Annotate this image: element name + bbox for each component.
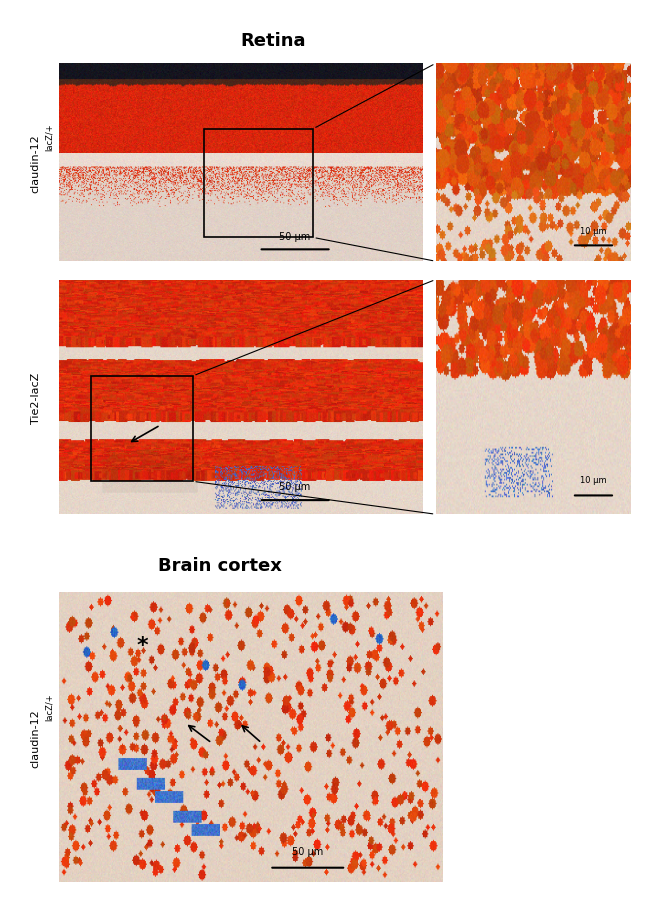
Text: Brain cortex: Brain cortex [159,556,282,574]
Text: 10 μm: 10 μm [580,475,606,484]
Text: claudin-12: claudin-12 [31,709,41,766]
Text: *: * [137,635,149,655]
Text: lacZ/+: lacZ/+ [45,693,54,720]
Text: claudin-12: claudin-12 [31,134,41,192]
Text: Tie2-lacZ: Tie2-lacZ [31,372,41,423]
Text: 50 μm: 50 μm [280,482,311,491]
Text: Retina: Retina [240,32,306,51]
Text: 50 μm: 50 μm [280,233,311,243]
Text: lacZ/+: lacZ/+ [45,124,54,152]
Text: 50 μm: 50 μm [292,846,324,857]
Text: 10 μm: 10 μm [580,227,606,236]
